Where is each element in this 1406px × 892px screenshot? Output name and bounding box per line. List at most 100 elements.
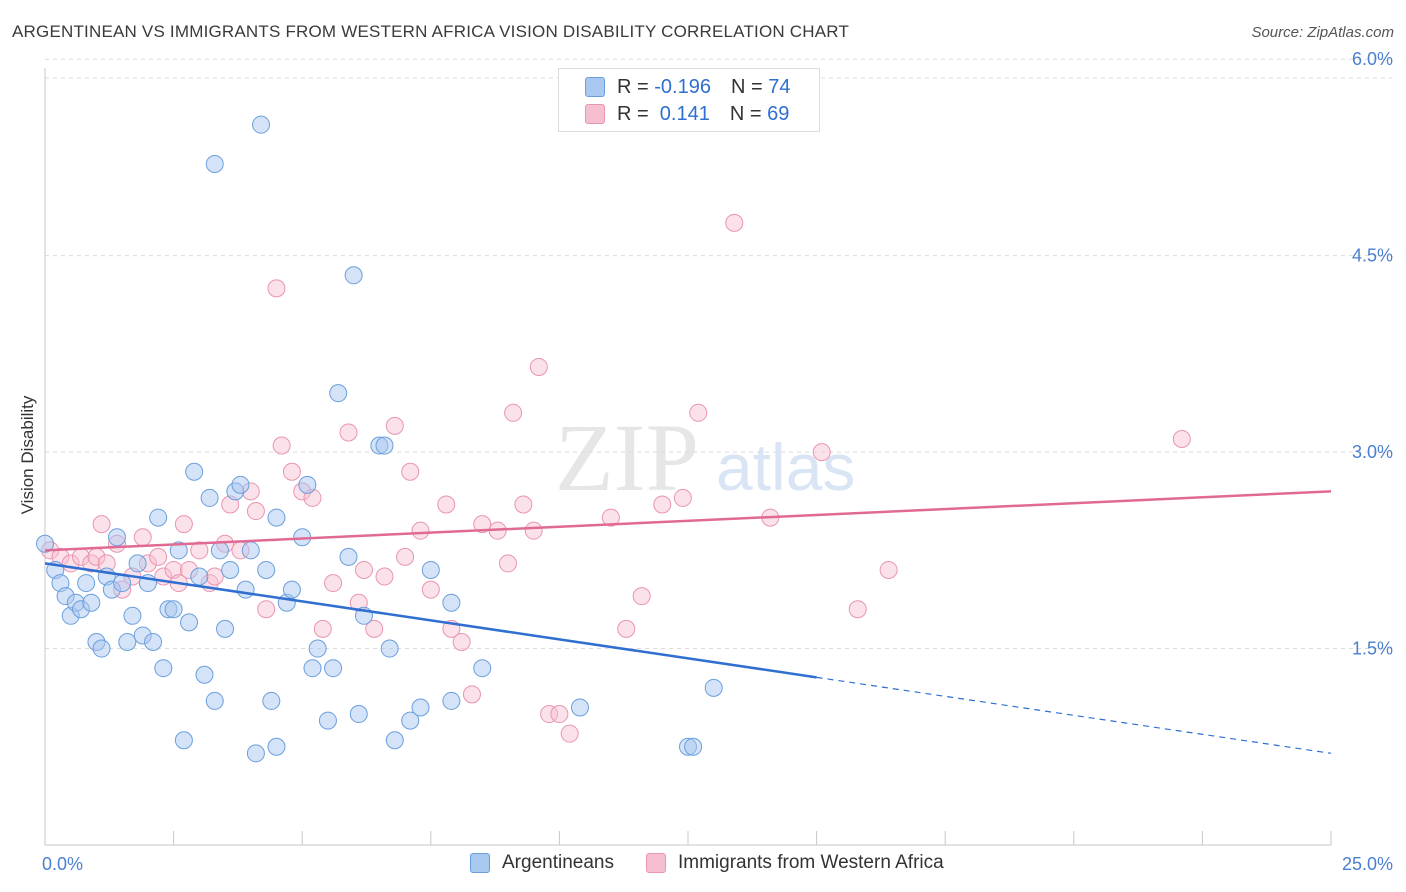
grid-lines — [45, 58, 1392, 650]
legend-label-argentineans: Argentineans — [502, 852, 614, 873]
stats-row-argentineans: R = -0.196 N = 74 — [585, 75, 790, 99]
data-point-immigrants — [524, 521, 543, 540]
data-point-argentineans — [144, 633, 163, 651]
data-point-argentineans — [221, 560, 240, 579]
data-point-argentineans — [262, 691, 281, 710]
data-point-immigrants — [354, 560, 373, 579]
data-point-immigrants — [133, 528, 152, 547]
n-label: N = — [730, 75, 763, 98]
trend-line-immigrants — [44, 490, 1332, 552]
y-tick-label: 6.0% — [1352, 49, 1393, 69]
r-value: -0.196 — [654, 75, 711, 98]
legend-item-immigrants: Immigrants from Western Africa — [645, 852, 944, 874]
y-axis-label: Vision Disability — [18, 395, 37, 514]
data-point-immigrants — [313, 619, 332, 638]
data-point-immigrants — [632, 587, 651, 606]
data-point-argentineans — [380, 639, 399, 658]
data-point-immigrants — [411, 521, 430, 540]
data-point-argentineans — [169, 541, 188, 560]
data-point-immigrants — [421, 580, 440, 599]
data-point-argentineans — [246, 744, 265, 763]
data-point-immigrants — [689, 403, 708, 422]
data-point-argentineans — [570, 698, 589, 717]
data-point-immigrants — [504, 403, 523, 422]
data-point-argentineans — [442, 691, 461, 710]
data-point-argentineans — [684, 737, 703, 756]
data-point-argentineans — [339, 547, 358, 566]
data-point-argentineans — [77, 574, 96, 593]
trend-line-argentineans — [44, 562, 817, 679]
n-value: 69 — [767, 102, 790, 125]
data-point-immigrants — [272, 436, 291, 455]
data-point-argentineans — [375, 436, 394, 455]
data-point-argentineans — [241, 541, 260, 560]
legend-label-immigrants: Immigrants from Western Africa — [677, 852, 944, 873]
legend-swatch-immigrants — [645, 853, 666, 873]
data-point-argentineans — [82, 593, 101, 612]
data-point-immigrants — [149, 547, 168, 566]
data-point-immigrants — [205, 567, 224, 586]
data-point-immigrants — [473, 515, 492, 534]
data-point-argentineans — [421, 560, 440, 579]
data-point-argentineans — [200, 488, 219, 507]
data-point-argentineans — [349, 705, 368, 724]
x-tick-label: 25.0% — [1342, 854, 1393, 874]
data-point-argentineans — [257, 560, 276, 579]
data-point-argentineans — [216, 619, 235, 638]
data-point-immigrants — [282, 462, 301, 481]
stats-row-immigrants: R = 0.141 N = 69 — [585, 102, 789, 126]
legend-item-argentineans: Argentineans — [470, 852, 614, 874]
watermark-zip: ZIP — [555, 404, 699, 511]
x-tick-label: 0.0% — [42, 854, 83, 874]
data-point-immigrants — [190, 541, 209, 560]
data-point-immigrants — [879, 560, 898, 579]
data-point-immigrants — [812, 443, 831, 462]
trend-lines — [44, 490, 1332, 754]
source-label: Source: ZipAtlas.com — [1251, 24, 1394, 41]
data-point-argentineans — [252, 115, 271, 134]
data-point-immigrants — [848, 600, 867, 619]
data-point-immigrants — [257, 600, 276, 619]
data-point-immigrants — [673, 488, 692, 507]
data-point-argentineans — [236, 580, 255, 599]
data-point-argentineans — [344, 266, 363, 285]
data-point-argentineans — [154, 659, 173, 678]
data-point-argentineans — [401, 711, 420, 730]
swatch-immigrants — [585, 104, 605, 124]
swatch-argentineans — [585, 77, 605, 97]
x-tick-labels: 0.0% 25.0% — [42, 854, 1393, 874]
data-point-argentineans — [282, 580, 301, 599]
data-point-immigrants — [452, 633, 471, 651]
data-point-argentineans — [164, 600, 183, 619]
data-point-immigrants — [1172, 430, 1191, 448]
r-value: 0.141 — [654, 102, 710, 125]
data-point-immigrants — [267, 279, 286, 298]
data-point-argentineans — [205, 691, 224, 710]
data-point-immigrants — [653, 495, 672, 514]
data-point-immigrants — [462, 685, 481, 704]
data-point-argentineans — [113, 574, 132, 593]
data-point-immigrants — [174, 515, 193, 534]
y-tick-labels: 1.5% 3.0% 4.5% 6.0% — [1352, 49, 1393, 658]
data-point-argentineans — [180, 613, 199, 632]
data-point-argentineans — [185, 462, 204, 481]
data-point-argentineans — [267, 508, 286, 527]
data-point-immigrants — [529, 357, 548, 376]
data-point-immigrants — [540, 705, 559, 724]
data-point-argentineans — [128, 554, 147, 573]
data-point-immigrants — [375, 567, 394, 586]
data-point-argentineans — [205, 154, 224, 173]
watermark: ZIP atlas — [555, 404, 855, 511]
data-point-argentineans — [473, 659, 492, 678]
trend-line-argentineans-projection — [816, 676, 1332, 754]
stats-legend: R = -0.196 N = 74 R = 0.141 N = 69 — [558, 68, 820, 132]
data-point-immigrants — [324, 574, 343, 593]
data-point-argentineans — [174, 731, 193, 750]
data-point-argentineans — [298, 475, 317, 494]
data-point-argentineans — [231, 475, 250, 494]
data-point-immigrants — [725, 213, 744, 232]
y-tick-label: 3.0% — [1352, 442, 1393, 462]
chart-title: ARGENTINEAN VS IMMIGRANTS FROM WESTERN A… — [12, 22, 850, 41]
data-point-argentineans — [190, 567, 209, 586]
